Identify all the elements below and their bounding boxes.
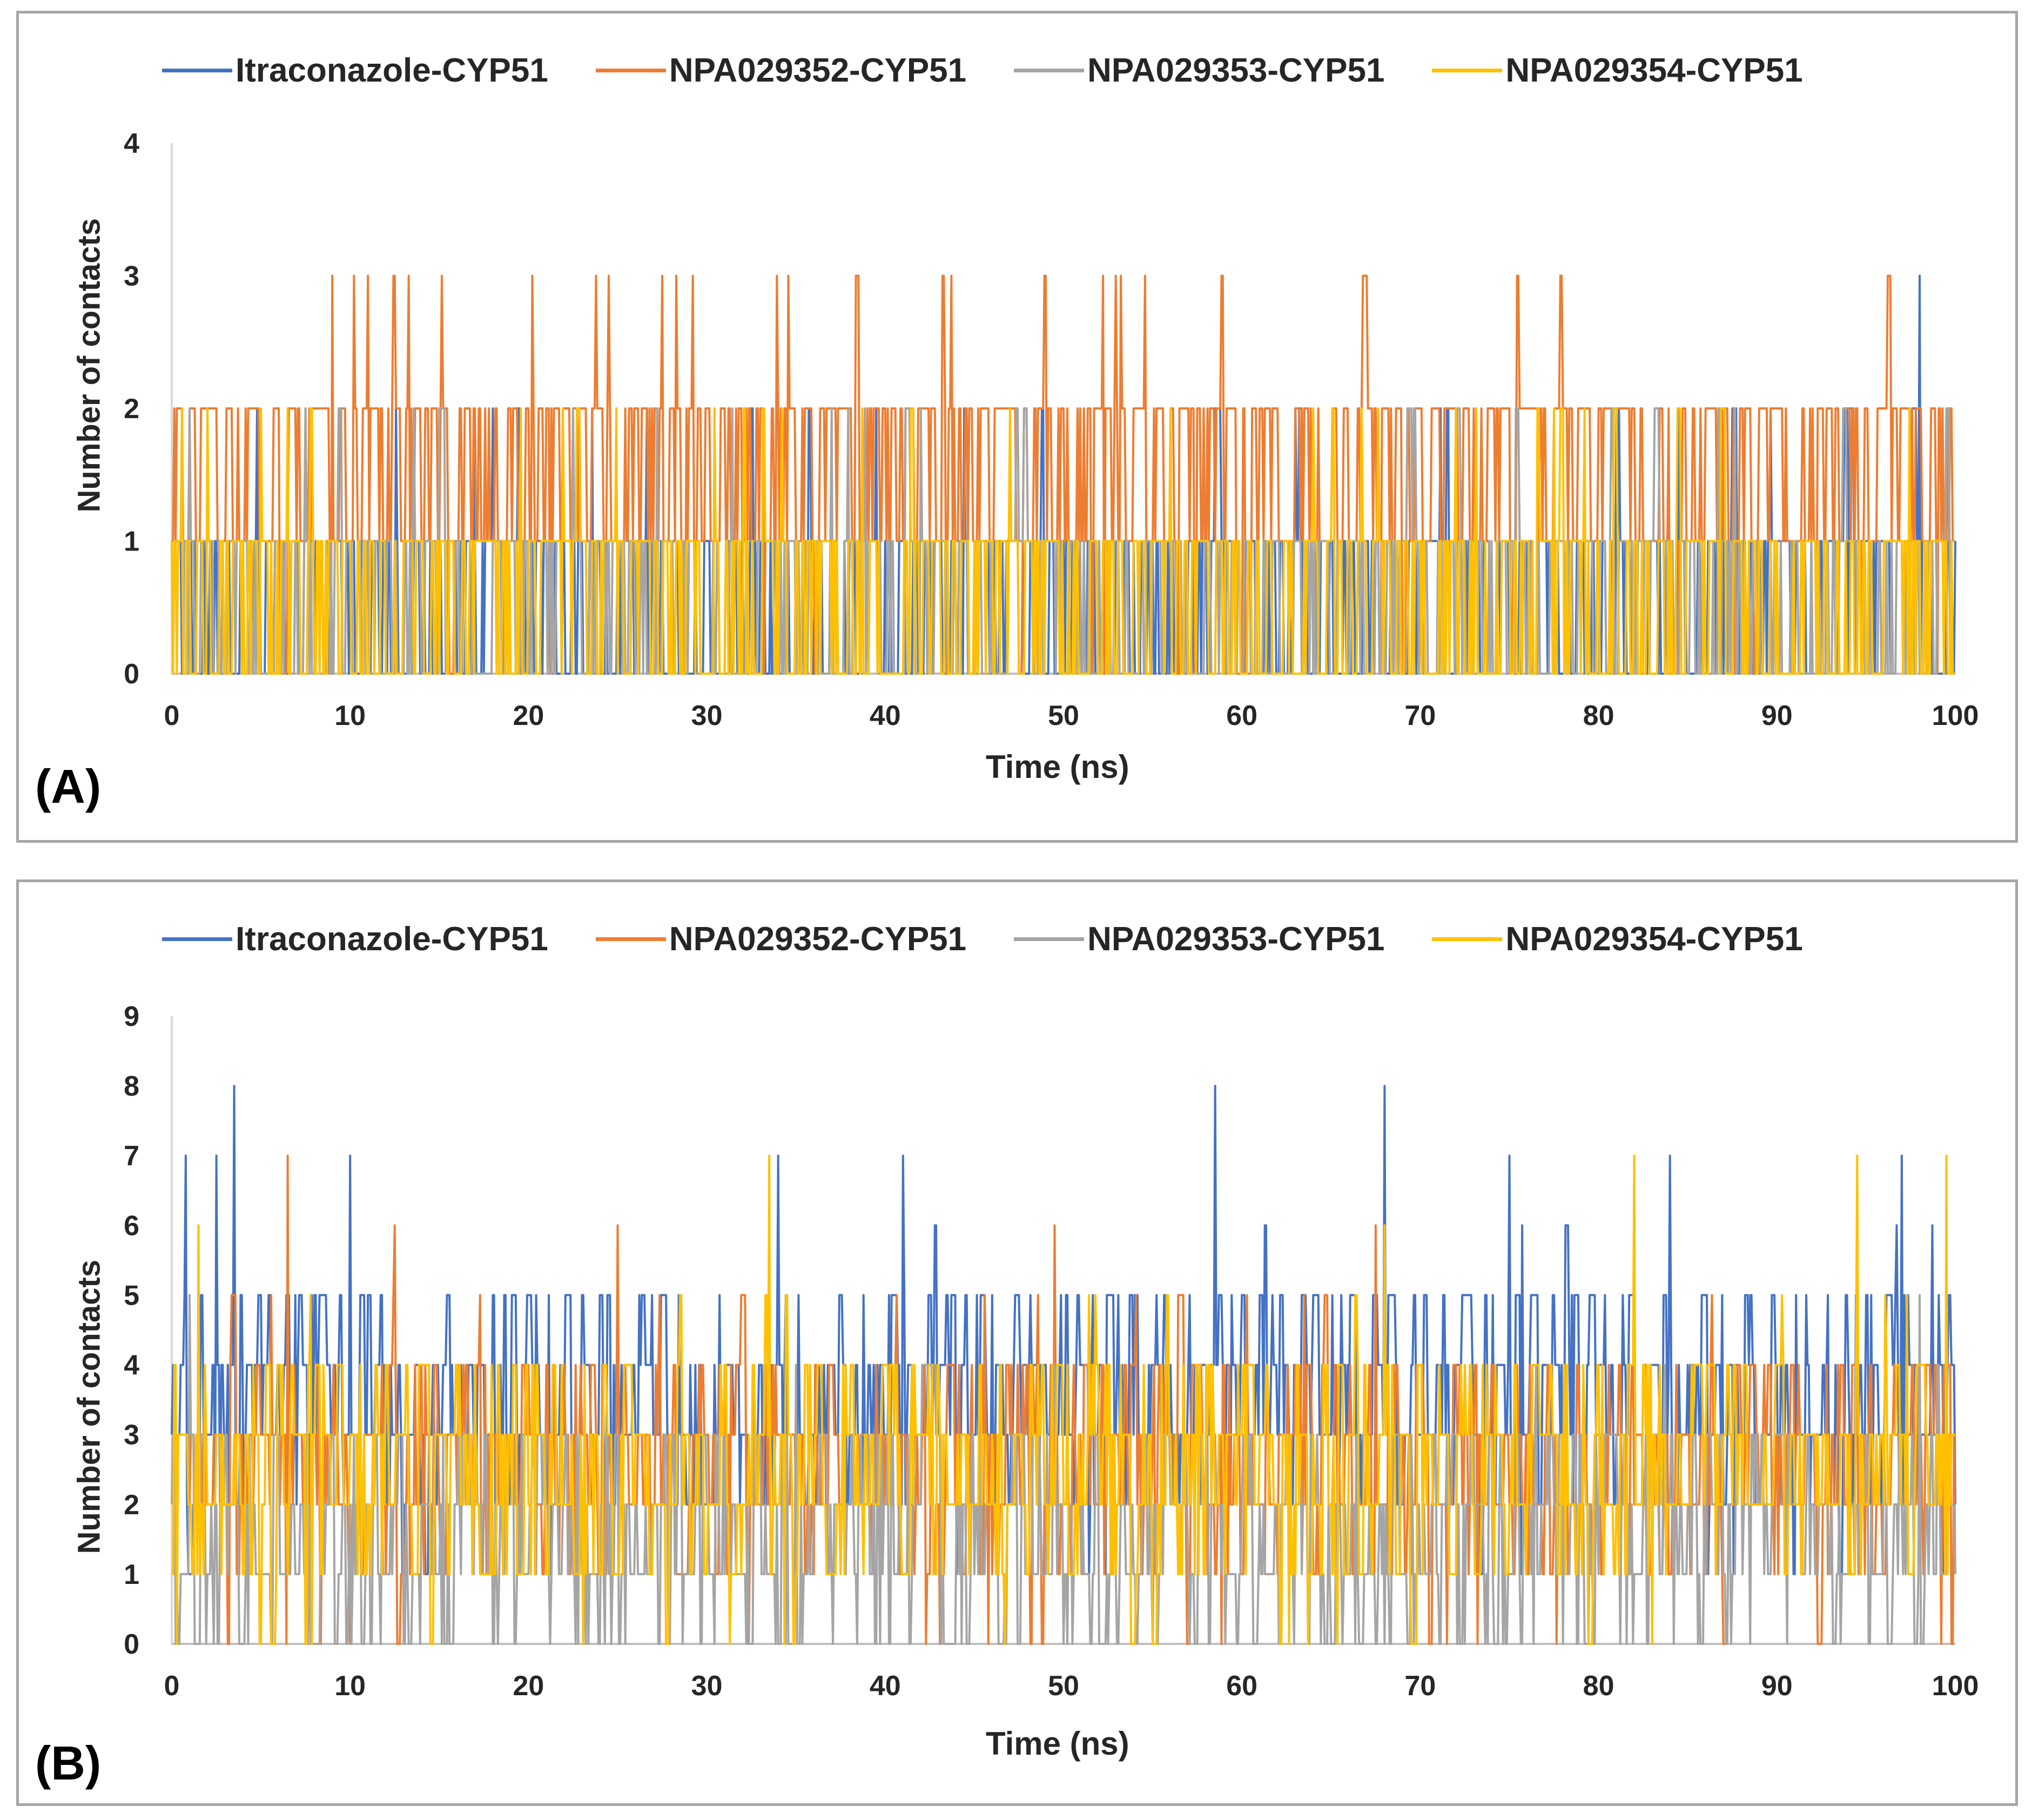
x-tick-label: 90 <box>1761 1670 1793 1702</box>
x-tick-label: 40 <box>870 700 901 731</box>
series-line <box>171 407 1955 675</box>
y-tick-label: 4 <box>124 1350 139 1381</box>
legend-label: NPA029353-CYP51 <box>1087 51 1385 89</box>
x-tick-label: 60 <box>1226 700 1257 731</box>
panel-b: Itraconazole-CYP51 NPA029352-CYP51 NPA02… <box>16 879 2018 1806</box>
y-tick-label: 3 <box>124 1420 139 1451</box>
legend-label: NPA029352-CYP51 <box>669 920 967 958</box>
x-tick-label: 10 <box>334 700 366 731</box>
x-tick-label: 0 <box>164 700 180 731</box>
panel-a: Itraconazole-CYP51 NPA029352-CYP51 NPA02… <box>16 11 2018 843</box>
y-tick-label: 1 <box>124 1559 139 1590</box>
y-axis-label: Number of contacts <box>71 218 107 513</box>
legend-item-npa029353: NPA029353-CYP51 <box>1014 920 1384 958</box>
y-tick-label: 8 <box>124 1071 139 1102</box>
legend-swatch <box>1432 68 1503 72</box>
legend-swatch <box>1014 937 1085 941</box>
x-tick-label: 20 <box>513 1670 544 1702</box>
x-tick-label: 30 <box>691 700 723 731</box>
x-tick-label: 10 <box>334 1670 366 1702</box>
x-tick-label: 100 <box>1932 1670 1979 1702</box>
legend-label: NPA029354-CYP51 <box>1505 920 1803 958</box>
legend-swatch <box>162 937 232 941</box>
y-tick-label: 6 <box>124 1210 139 1241</box>
legend-label: Itraconazole-CYP51 <box>236 51 548 89</box>
x-tick-label: 0 <box>164 1670 180 1702</box>
x-tick-label: 50 <box>1048 1670 1079 1702</box>
y-tick-label: 0 <box>124 1629 139 1660</box>
x-axis-label: Time (ns) <box>986 749 1129 785</box>
x-tick-label: 20 <box>513 700 544 731</box>
x-tick-label: 40 <box>870 1670 901 1702</box>
x-axis-label: Time (ns) <box>986 1725 1129 1762</box>
legend-swatch <box>1014 68 1085 72</box>
x-tick-label: 70 <box>1404 1670 1436 1702</box>
legend-item-itraconazole: Itraconazole-CYP51 <box>162 51 548 90</box>
legend-label: NPA029354-CYP51 <box>1505 51 1803 89</box>
y-tick-label: 3 <box>124 261 139 292</box>
y-tick-label: 0 <box>124 659 139 690</box>
y-tick-label: 5 <box>124 1280 139 1311</box>
x-tick-label: 80 <box>1583 1670 1614 1702</box>
legend-swatch <box>162 68 232 72</box>
legend-swatch <box>595 68 666 72</box>
legend-label: NPA029352-CYP51 <box>669 51 967 89</box>
x-tick-label: 70 <box>1404 700 1436 731</box>
x-tick-label: 60 <box>1226 1670 1257 1702</box>
x-tick-label: 80 <box>1583 700 1614 731</box>
x-tick-label: 90 <box>1761 700 1793 731</box>
x-tick-label: 100 <box>1932 700 1979 731</box>
y-tick-label: 4 <box>124 128 139 159</box>
series-line <box>172 1154 1955 1645</box>
y-tick-label: 1 <box>124 526 139 558</box>
y-axis-label: Number of contacts <box>71 1259 107 1554</box>
y-tick-label: 2 <box>124 393 139 425</box>
legend-label: NPA029353-CYP51 <box>1087 920 1385 958</box>
y-tick-label: 7 <box>124 1140 139 1172</box>
legend-item-npa029353: NPA029353-CYP51 <box>1014 51 1384 90</box>
legend: Itraconazole-CYP51 NPA029352-CYP51 NPA02… <box>162 46 1851 95</box>
x-tick-label: 30 <box>691 1670 723 1702</box>
legend-label: Itraconazole-CYP51 <box>236 920 548 958</box>
legend-item-npa029354: NPA029354-CYP51 <box>1432 51 1803 90</box>
panel-label: (B) <box>35 1736 102 1790</box>
legend-item-npa029352: NPA029352-CYP51 <box>595 920 967 958</box>
panel-label: (A) <box>35 760 102 813</box>
y-tick-label: 2 <box>124 1489 139 1521</box>
y-tick-label: 9 <box>124 1001 139 1032</box>
legend-item-npa029352: NPA029352-CYP51 <box>595 51 967 90</box>
legend-item-itraconazole: Itraconazole-CYP51 <box>162 920 548 958</box>
legend: Itraconazole-CYP51 NPA029352-CYP51 NPA02… <box>162 915 1851 963</box>
x-tick-label: 50 <box>1048 700 1079 731</box>
legend-swatch <box>1432 937 1503 941</box>
legend-item-npa029354: NPA029354-CYP51 <box>1432 920 1803 958</box>
legend-swatch <box>595 937 666 941</box>
